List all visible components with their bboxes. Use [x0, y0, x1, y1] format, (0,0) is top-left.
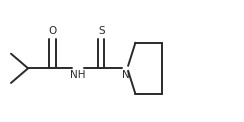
Text: N: N [122, 70, 130, 80]
Text: S: S [98, 26, 105, 36]
Text: O: O [48, 26, 57, 36]
Text: NH: NH [70, 70, 86, 80]
